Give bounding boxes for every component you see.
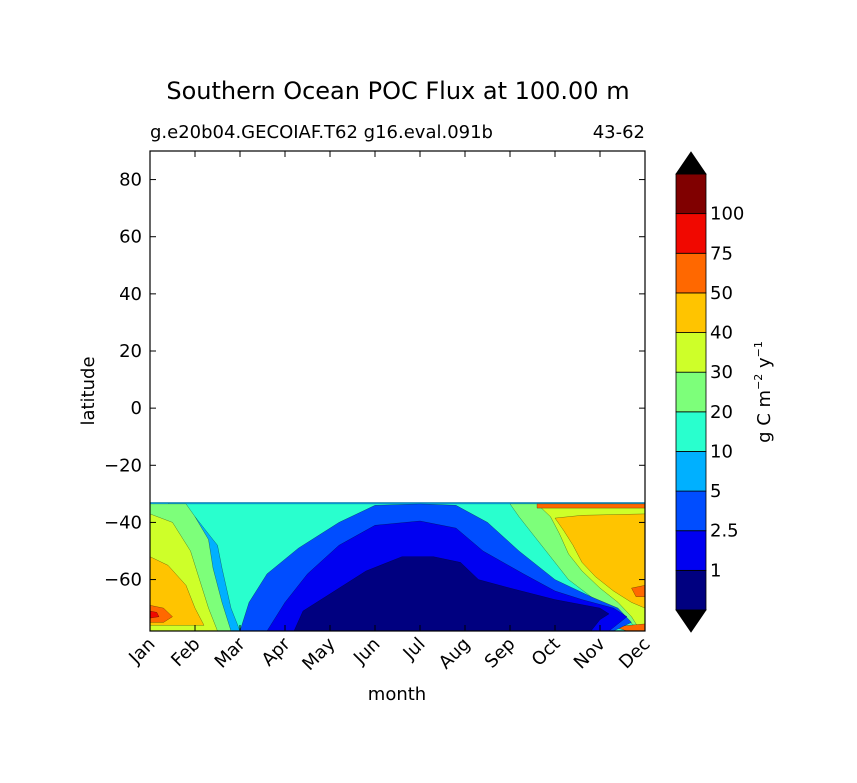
colorbar-tick-label-3: 10: [710, 441, 733, 462]
colorbar-label-sup1: −2: [752, 374, 765, 390]
y-tick-label-4: 0: [131, 398, 142, 419]
y-tick-label-5: −20: [104, 455, 142, 476]
contour-band-10: [536, 503, 645, 509]
contour-band-6: [554, 513, 645, 609]
x-tick-label-7: Aug: [435, 634, 475, 674]
x-tick-label-0: Jan: [124, 634, 159, 669]
y-tick-label-7: −60: [104, 570, 142, 591]
contour-fill-layer: [150, 502, 645, 631]
x-tick-label-6: Jul: [399, 634, 430, 665]
colorbar-extend-bottom: [675, 609, 707, 633]
colorbar-segment-3: [675, 451, 707, 492]
colorbar-tick-label-1: 2.5: [710, 521, 739, 542]
colorbar-segment-4: [675, 411, 707, 452]
colorbar-extend-top: [675, 151, 707, 175]
contour-band-11: [613, 623, 645, 631]
y-tick-label-3: 20: [119, 341, 142, 362]
chart-subtitle-left: g.e20b04.GECOIAF.T62 g16.eval.091b: [150, 122, 493, 143]
contour-band-15: [293, 556, 610, 631]
y-axis-label: latitude: [78, 356, 99, 425]
contour-band-9: [150, 605, 173, 623]
colorbar-tick-label-9: 100: [710, 204, 744, 225]
colorbar-segment-8: [675, 252, 707, 294]
colorbar-label-sup2: −1: [752, 341, 765, 357]
x-tick-label-4: May: [298, 633, 339, 674]
colorbar-segment-10: [675, 173, 707, 215]
x-tick-label-9: Oct: [528, 634, 565, 671]
colorbar-tick-label-5: 30: [710, 362, 733, 383]
plot-frame: [149, 150, 646, 632]
colorbar-tick-label-7: 50: [710, 283, 733, 304]
x-tick-label-1: Feb: [167, 634, 204, 671]
colorbar: 1 2.5 5 10 20 30 40 50 75 100: [675, 151, 744, 633]
chart-title: Southern Ocean POC Flux at 100.00 m: [166, 77, 629, 105]
colorbar-segment-7: [675, 292, 707, 333]
x-tick-label-10: Nov: [570, 633, 610, 673]
x-tick-label-11: Dec: [615, 634, 654, 673]
colorbar-segment-0: [675, 569, 707, 611]
colorbar-label-main: g C m: [754, 390, 775, 443]
x-tick-label-3: Apr: [258, 633, 295, 670]
chart-subtitle-right: 43-62: [593, 122, 645, 143]
x-axis-label: month: [368, 684, 426, 705]
colorbar-tick-label-2: 5: [710, 481, 721, 502]
colorbar-segment-1: [675, 530, 707, 571]
y-tick-label-1: 60: [119, 227, 142, 248]
colorbar-tick-label-0: 1: [710, 560, 721, 581]
colorbar-tick-label-6: 40: [710, 323, 733, 344]
colorbar-label: g C m−2 y−1: [752, 341, 775, 443]
contour-band-12: [150, 610, 160, 619]
x-tick-label-5: Jun: [349, 634, 384, 669]
colorbar-segment-6: [675, 332, 707, 373]
y-axis: 80 60 40 20 0 −20 −40 −60: [104, 170, 645, 591]
colorbar-segment-2: [675, 490, 707, 532]
x-tick-label-8: Sep: [481, 634, 520, 673]
colorbar-label-mid: y: [754, 357, 775, 374]
x-tick-label-2: Mar: [211, 633, 250, 672]
colorbar-tick-label-8: 75: [710, 243, 733, 264]
colorbar-segment-9: [675, 213, 707, 254]
y-tick-label-2: 40: [119, 284, 142, 305]
contour-band-8: [631, 585, 645, 597]
y-tick-label-0: 80: [119, 170, 142, 191]
y-tick-label-6: −40: [104, 512, 142, 533]
colorbar-tick-label-4: 20: [710, 402, 733, 423]
colorbar-segment-5: [675, 371, 707, 413]
